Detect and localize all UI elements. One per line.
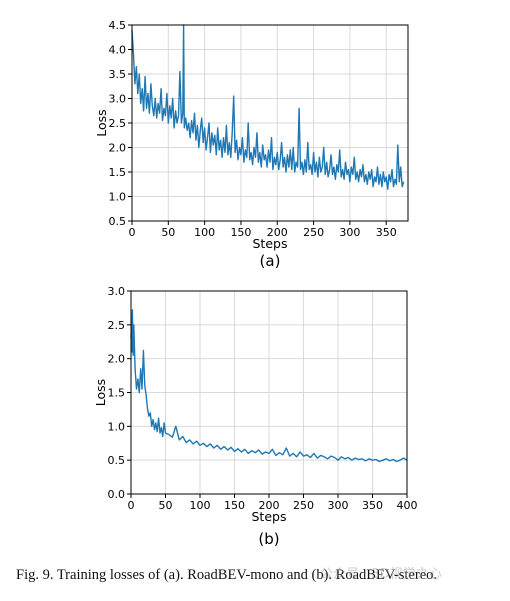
panel-b-x-tick-label-0: 0 — [128, 499, 135, 512]
panel-b-x-tick-label-7: 350 — [362, 499, 383, 512]
panel-a-x-tick-label-4: 200 — [267, 226, 288, 239]
panel-b-y-tick-label-3: 1.5 — [108, 387, 126, 400]
panel-b-x-tick-label-4: 200 — [259, 499, 280, 512]
watermark-text: 公众号 · 3D视觉之心 — [320, 567, 442, 582]
panel-b-y-tick-label-1: 0.5 — [108, 454, 126, 467]
figure-caption: Fig. 9. Training losses of (a). RoadBEV-… — [16, 567, 438, 583]
panel-a-y-axis-label: Loss — [94, 109, 109, 136]
panel-b-x-tick-label-8: 400 — [397, 499, 418, 512]
panel-a-x-tick-label-5: 250 — [303, 226, 324, 239]
panel-a-x-tick-label-6: 300 — [339, 226, 360, 239]
figure-canvas: 0 50 100 150 200 250 300 350 0.5 1.0 1.5 2.0 2.5 3.0 3… — [93, 19, 418, 548]
panel-b-y-tick-label-0: 0.0 — [108, 488, 126, 501]
panel-a-x-tick-label-2: 100 — [194, 226, 215, 239]
panel-a-y-tick-label-3: 2.0 — [109, 142, 127, 155]
panel-a-y-tick-label-1: 1.0 — [109, 191, 127, 204]
panel-b-x-axis-label: Steps — [252, 509, 287, 524]
panel-a-x-tick-label-7: 350 — [376, 226, 397, 239]
panel-a-x-tick-label-0: 0 — [129, 226, 136, 239]
panel-a-loss-series-line — [131, 24, 405, 190]
panel-a-y-tick-label-2: 1.5 — [109, 166, 127, 179]
panel-b-y-tick-label-6: 3.0 — [108, 285, 126, 298]
panel-b-x-tick-label-5: 250 — [293, 499, 314, 512]
panel-a-y-tick-label-7: 4.0 — [109, 44, 127, 57]
panel-b-loss-series-line — [130, 309, 408, 463]
panel-a-x-tick-label-3: 150 — [230, 226, 251, 239]
panel-b-x-tick-label-3: 150 — [224, 499, 245, 512]
panel-a-y-tick-label-0: 0.5 — [109, 215, 127, 228]
panel-b-y-tick-label-5: 2.5 — [108, 319, 126, 332]
panel-b-x-tick-label-2: 100 — [190, 499, 211, 512]
chart-panel-b: 0 50 100 150 200 250 300 350 400 0.0 0.5 1.0 1.5 2.0 2… — [93, 285, 418, 548]
panel-b-y-axis-label: Loss — [93, 379, 108, 406]
panel-a-x-axis-label: Steps — [253, 236, 288, 251]
panel-b-panel-label: (b) — [258, 530, 279, 548]
panel-b-y-tick-label-2: 1.0 — [108, 420, 126, 433]
panel-b-x-tick-label-1: 50 — [159, 499, 173, 512]
panel-a-y-tick-label-5: 3.0 — [109, 93, 127, 106]
panel-a-y-tick-label-4: 2.5 — [109, 117, 127, 130]
panel-b-y-tick-label-4: 2.0 — [108, 353, 126, 366]
panel-a-x-tick-label-1: 50 — [161, 226, 175, 239]
panel-a-panel-label: (a) — [260, 252, 281, 270]
chart-panel-a: 0 50 100 150 200 250 300 350 0.5 1.0 1.5 2.0 2.5 3.0 3… — [94, 19, 409, 270]
panel-b-x-tick-label-6: 300 — [328, 499, 349, 512]
panel-a-y-tick-label-6: 3.5 — [109, 68, 127, 81]
panel-a-y-tick-label-8: 4.5 — [109, 19, 127, 32]
